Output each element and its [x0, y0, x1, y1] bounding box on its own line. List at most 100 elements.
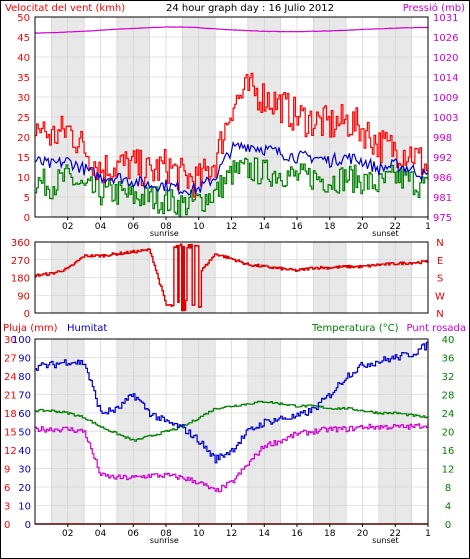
temperature-line	[35, 400, 429, 442]
dewpoint-title: Punt rosada	[407, 323, 466, 334]
pressure-tick-label: 1003	[433, 113, 458, 124]
chart-title: 24 hour graph day : 16 Julio 2012	[166, 3, 334, 14]
humidity-tick-label: 80	[18, 372, 31, 383]
wind-low-line	[35, 157, 429, 218]
humidity-tick-label: 50	[18, 428, 31, 439]
pressure-tick-label: 1009	[433, 93, 458, 104]
temperature-tick-label: 28	[442, 391, 455, 402]
dewpoint-line	[35, 422, 429, 493]
wind-speed-tick-label: 50	[17, 13, 30, 24]
sunrise-label: sunrise	[150, 229, 179, 238]
wind-speed-tick-label: 25	[17, 113, 30, 124]
direction-tick-label: 90	[17, 291, 30, 302]
humidity-tick-label: 40	[18, 446, 31, 457]
rain-tick-label: 6	[4, 483, 10, 494]
x-tick-label: 22	[390, 222, 401, 232]
sunset-label: sunset	[372, 229, 399, 238]
humidity-tick-label: 70	[18, 391, 31, 402]
x-tick-label: 04	[95, 222, 107, 232]
x-tick-label: 04	[95, 529, 107, 539]
temperature-tick-label: 4	[445, 502, 451, 513]
x-tick-label: 12	[226, 529, 237, 539]
rain-tick-label: 30	[4, 335, 17, 346]
pressure-tick-label: 986	[433, 173, 452, 184]
wind-speed-tick-label: 15	[17, 153, 30, 164]
x-tick-label: 1	[425, 222, 431, 232]
x-tick-label: 18	[324, 222, 336, 232]
temperature-tick-label: 40	[442, 335, 455, 346]
wind-speed-tick-label: 40	[17, 53, 30, 64]
x-tick-label: 08	[160, 529, 172, 539]
x-tick-label: 02	[62, 529, 73, 539]
rain-tick-label: 27	[4, 354, 17, 365]
rain-title: Pluja (mm)	[3, 323, 58, 334]
pressure-tick-label: 998	[433, 133, 452, 144]
rain-tick-label: 18	[4, 409, 17, 420]
temperature-tick-label: 36	[442, 354, 455, 365]
humidity-tick-label: 20	[18, 483, 31, 494]
x-tick-label: 20	[357, 529, 369, 539]
wind-speed-tick-label: 35	[17, 73, 30, 84]
humidity-tick-label: 30	[18, 465, 31, 476]
rain-tick-label: 3	[4, 502, 10, 513]
temperature-tick-label: 16	[442, 446, 455, 457]
pressure-tick-label: 992	[433, 153, 452, 164]
temperature-tick-label: 20	[442, 428, 455, 439]
x-tick-label: 14	[259, 222, 271, 232]
x-tick-label: 08	[160, 222, 172, 232]
humidity-tick-label: 10	[18, 502, 31, 513]
temperature-tick-label: 32	[442, 372, 455, 383]
humidity-line	[35, 341, 429, 464]
x-tick-label: 06	[128, 222, 140, 232]
compass-tick-label: N	[436, 309, 443, 320]
wind-speed-tick-label: 45	[17, 33, 30, 44]
rain-tick-label: 0	[4, 520, 10, 531]
temperature-tick-label: 24	[442, 409, 455, 420]
x-tick-label: 02	[62, 222, 73, 232]
humidity-tick-label: 90	[18, 354, 31, 365]
wind-direction-line	[35, 243, 429, 312]
x-tick-label: 14	[259, 529, 271, 539]
x-tick-label: 06	[128, 529, 140, 539]
pressure-line	[34, 26, 429, 34]
humidity-title: Humitat	[67, 323, 107, 334]
pressure-tick-label: 1020	[433, 53, 458, 64]
temperature-tick-label: 8	[445, 483, 451, 494]
rain-tick-label: 12	[4, 446, 17, 457]
x-tick-label: 10	[193, 222, 205, 232]
compass-tick-label: W	[435, 291, 445, 302]
rain-tick-label: 21	[4, 391, 17, 402]
temperature-title: Temperatura (°C)	[311, 323, 399, 334]
pressure-tick-label: 1026	[433, 33, 458, 44]
wind-speed-tick-label: 5	[24, 193, 30, 204]
direction-border	[34, 241, 429, 314]
compass-tick-label: S	[437, 274, 443, 285]
x-tick-label: 16	[291, 529, 303, 539]
pressure-tick-label: 1014	[433, 73, 458, 84]
compass-tick-label: N	[436, 238, 443, 249]
wind-pressure-panel: 0 5 10 15 20 25 30 35 40 45 50 975 981 986 992 998 1003 1…	[17, 13, 458, 238]
wind-speed-title: Velocitat del vent (kmh)	[5, 3, 125, 14]
x-tick-label: 20	[357, 222, 369, 232]
pressure-title: Pressió (mb)	[403, 2, 465, 14]
sunrise-label: sunrise	[150, 536, 179, 545]
wind-gust-line	[35, 72, 429, 198]
wind-speed-tick-label: 10	[17, 173, 30, 184]
x-tick-label: 12	[226, 222, 237, 232]
rain-tick-label: 15	[4, 428, 17, 439]
x-tick-label: 16	[291, 222, 303, 232]
pressure-tick-label: 1031	[433, 13, 458, 24]
humidity-tick-label: 0	[25, 520, 31, 531]
humidity-tick-label: 100	[12, 335, 31, 346]
temperature-tick-label: 0	[445, 520, 451, 531]
wind-speed-tick-label: 20	[17, 133, 30, 144]
wind-speed-tick-label: 0	[24, 213, 30, 224]
compass-tick-label: E	[437, 256, 443, 267]
pressure-tick-label: 975	[433, 213, 452, 224]
temperature-tick-label: 12	[442, 465, 455, 476]
wind-speed-tick-label: 30	[17, 93, 30, 104]
x-tick-label: 18	[324, 529, 336, 539]
pressure-tick-label: 981	[433, 193, 452, 204]
